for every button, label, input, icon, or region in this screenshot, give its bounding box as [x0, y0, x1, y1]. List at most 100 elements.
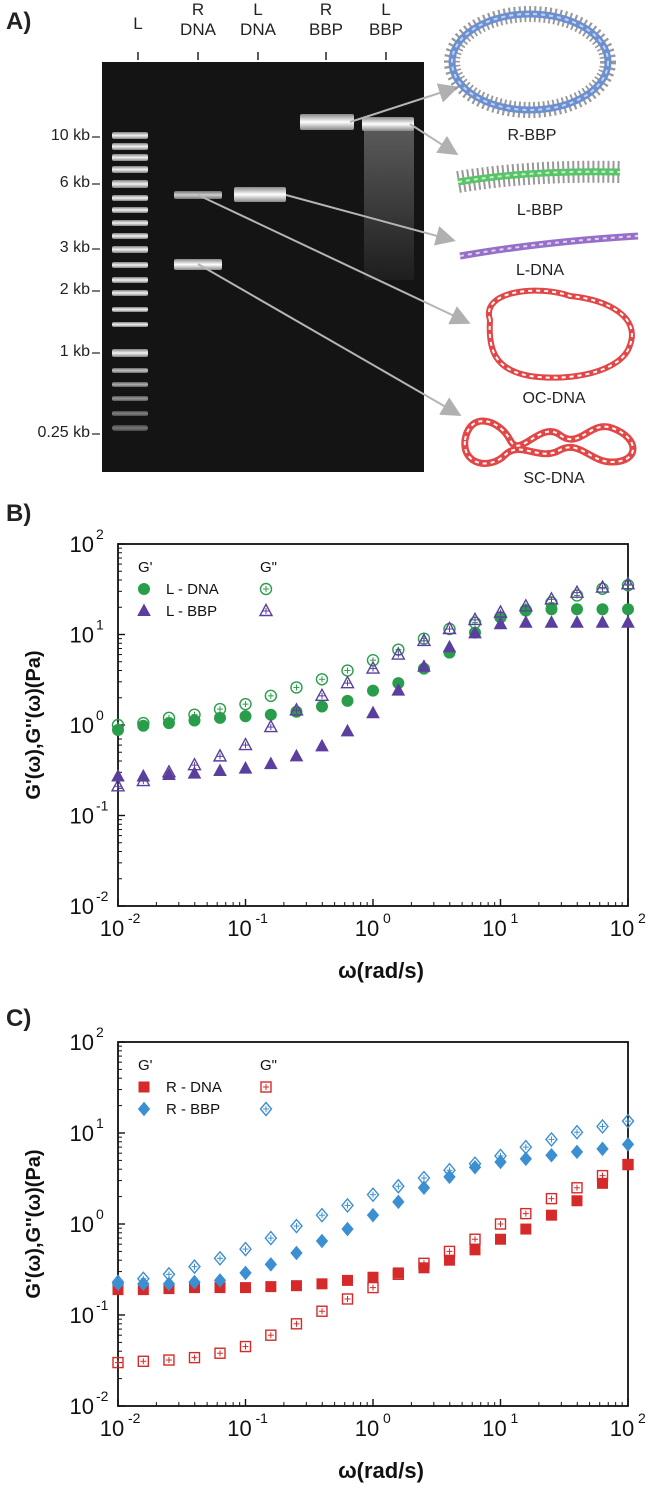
chart-b: 10 -2 10 -1 10 0 10 1 10 210 -210 -110 010 110 2ω(rad/…: [23, 526, 646, 983]
y-tick-exponent: 0: [96, 1206, 104, 1222]
x-tick-label: 10: [610, 1416, 634, 1441]
data-point: [315, 738, 329, 752]
series-r-bbp-loss: [111, 1113, 635, 1290]
data-point: [545, 1147, 558, 1163]
data-point: [315, 1207, 329, 1223]
y-tick-exponent: -1: [96, 1297, 109, 1313]
lane-header-top: L: [381, 0, 391, 19]
data-point: [570, 603, 583, 616]
data-point: [544, 591, 559, 605]
legend-header: G': [138, 559, 153, 576]
data-point: [570, 615, 584, 628]
data-point: [137, 716, 150, 730]
x-tick-label: 10: [482, 916, 506, 941]
data-point: [545, 1209, 557, 1221]
y-tick-label: 10: [70, 532, 94, 557]
data-point: [162, 711, 176, 725]
data-point: [468, 1156, 482, 1172]
data-point: [595, 615, 610, 628]
size-marker: 3 kb: [59, 239, 90, 256]
data-point: [365, 660, 381, 674]
data-point: [443, 1254, 455, 1266]
data-point: [418, 1257, 430, 1269]
data-point: [188, 1351, 201, 1364]
series-l-bbp-loss: [110, 576, 636, 792]
legend-marker: [137, 603, 151, 616]
data-point: [290, 681, 303, 694]
lane-header-ladder: L: [108, 14, 168, 34]
lane-header-r-bbp: R BBP: [296, 0, 356, 40]
sc-dna-structure: [461, 417, 637, 467]
x-tick-exponent: 1: [511, 1410, 519, 1426]
x-tick-label: 10: [355, 1416, 379, 1441]
legend-marker: [137, 1101, 151, 1117]
size-marker: 6 kb: [59, 174, 90, 191]
data-point: [315, 1233, 329, 1249]
data-point: [263, 719, 279, 733]
structure-label: R-BBP: [507, 127, 557, 144]
x-tick-label: 10: [610, 916, 634, 941]
data-point: [493, 616, 508, 630]
x-tick-label: 10: [100, 916, 124, 941]
data-point: [264, 689, 278, 703]
data-point: [391, 646, 406, 660]
data-point: [290, 1218, 303, 1234]
l-dna-structure: [459, 232, 639, 260]
x-tick-exponent: -2: [128, 910, 141, 926]
data-point: [366, 1207, 380, 1223]
x-tick-label: 10: [482, 1416, 506, 1441]
data-point: [239, 710, 252, 723]
data-point: [340, 675, 355, 689]
y-tick-label: 10: [70, 1303, 94, 1328]
data-point: [519, 1139, 533, 1155]
y-tick-label: 10: [70, 1121, 94, 1146]
data-point: [111, 718, 125, 732]
legend-label: L - BBP: [166, 603, 217, 620]
data-point: [443, 1245, 456, 1258]
data-point: [110, 778, 126, 792]
data-point: [213, 763, 227, 777]
x-tick-exponent: 2: [638, 910, 646, 926]
data-point: [570, 1124, 584, 1140]
data-point: [341, 1293, 354, 1305]
lane-header-bottom: DNA: [240, 20, 276, 39]
x-axis-label: ω(rad/s): [338, 1458, 424, 1483]
lane-header-top: L: [253, 0, 263, 19]
data-point: [315, 673, 329, 686]
data-point: [417, 1170, 431, 1186]
data-point: [316, 1278, 328, 1290]
structure-label: OC-DNA: [522, 390, 586, 407]
data-point: [621, 1113, 635, 1129]
data-point: [213, 702, 227, 716]
x-tick-exponent: 0: [383, 910, 391, 926]
size-marker: 10 kb: [50, 127, 90, 144]
legend-label: R - DNA: [166, 1079, 222, 1096]
data-point: [240, 1282, 251, 1294]
data-point: [290, 1318, 303, 1330]
data-point: [469, 1233, 481, 1245]
y-axis-label: G'(ω),G''(ω)(Pa): [23, 650, 45, 799]
band-l-bbp: [362, 117, 414, 131]
chart-c: 10 -2 10 -1 10 0 10 1 10 210 -210 -110 010 110 2ω(rad/…: [23, 1024, 646, 1483]
lane-header-bottom: BBP: [368, 20, 404, 39]
legend-header: G": [260, 559, 277, 576]
series-r-dna-storage: [112, 1159, 634, 1296]
data-point: [367, 1281, 379, 1294]
y-tick-label: 10: [70, 1394, 94, 1419]
data-point: [467, 611, 483, 626]
data-point: [316, 1305, 328, 1317]
series-l-bbp-storage: [111, 615, 635, 782]
ladder-bands: [112, 132, 148, 431]
data-point: [494, 1148, 507, 1164]
gel-panel: A) L R DNA L DNA R BBP L BBP 10 kb 6 kb …: [0, 0, 656, 487]
x-axis-label: ω(rad/s): [338, 958, 424, 983]
y-tick-exponent: -1: [96, 798, 109, 814]
x-tick-exponent: -1: [256, 1410, 269, 1426]
series-r-dna-loss: [112, 1158, 634, 1369]
y-tick-label: 10: [70, 804, 94, 829]
data-point: [392, 1268, 405, 1281]
data-point: [366, 705, 380, 719]
data-point: [443, 1162, 456, 1178]
data-point: [265, 1329, 277, 1341]
lane-header-l-dna: L DNA: [228, 0, 288, 40]
